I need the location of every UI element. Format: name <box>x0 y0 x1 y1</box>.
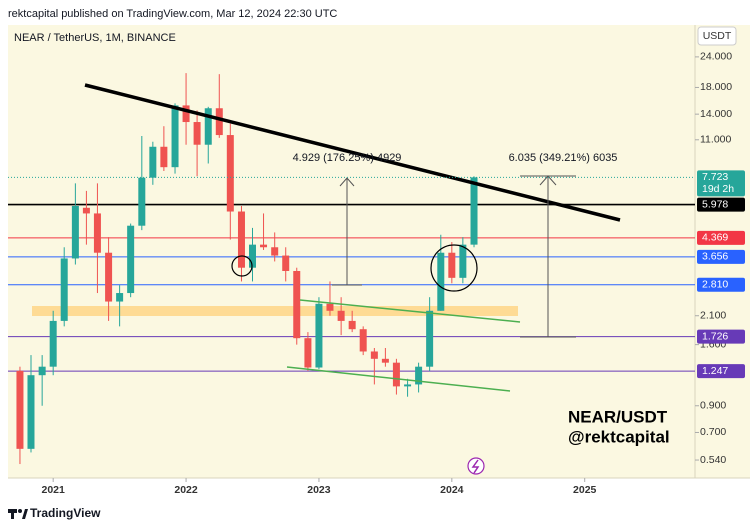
candle-body <box>415 366 423 385</box>
candle-body <box>93 213 101 253</box>
level-box <box>697 230 745 245</box>
highlight-circle <box>231 255 253 277</box>
trendline <box>84 83 621 222</box>
y-tick-label: 0.900 <box>700 400 726 412</box>
candle-body <box>138 177 146 226</box>
channel-line <box>299 299 521 323</box>
watermark: NEAR/USDT <box>568 407 668 426</box>
candle-body <box>71 205 79 259</box>
x-tick-label: 2021 <box>42 484 66 496</box>
candle-body <box>182 105 190 123</box>
candle-body <box>315 303 323 368</box>
logo-icon <box>471 459 480 474</box>
y-tick-label: 11.000 <box>700 134 731 146</box>
y-tick-label: 24.000 <box>700 51 732 63</box>
candle-body <box>127 225 135 294</box>
candle-body <box>116 293 124 302</box>
last-price-box <box>697 170 745 197</box>
y-tick-label: 14.000 <box>700 108 732 120</box>
candle-body <box>226 135 234 212</box>
measure-arrow <box>332 175 576 338</box>
candle-body <box>337 310 345 321</box>
x-tick-label: 2023 <box>307 484 331 496</box>
candle-body <box>348 320 356 330</box>
candle-body <box>171 105 179 168</box>
candle-body <box>370 351 378 359</box>
level-box <box>697 364 745 379</box>
candle-body <box>249 244 257 268</box>
level-label: 1.247 <box>702 365 728 377</box>
candle-body <box>60 258 68 321</box>
plot-background <box>8 25 695 478</box>
candle-body <box>459 244 467 278</box>
level-box <box>697 329 745 344</box>
level-box <box>697 197 745 212</box>
candle-body <box>160 146 168 168</box>
footer-logo <box>8 509 28 519</box>
candle-body <box>204 108 212 145</box>
candle-body <box>16 370 24 449</box>
unit-label: USDT <box>703 30 732 42</box>
x-tick-label: 2025 <box>573 484 597 496</box>
candle-body <box>359 329 367 352</box>
unit-box <box>697 26 737 46</box>
level-label: 3.656 <box>702 251 728 263</box>
candle-body <box>326 303 334 311</box>
level-box <box>697 249 745 264</box>
candle-body <box>193 122 201 145</box>
logo-icon <box>467 457 485 475</box>
candle-body <box>437 252 445 311</box>
candle-body <box>404 384 412 387</box>
watermark: @rektcapital <box>568 427 670 446</box>
candle-body <box>260 244 268 248</box>
measure-label: 4.929 (176.25%) 4929 <box>293 152 402 164</box>
publisher-line: rektcapital published on TradingView.com… <box>8 8 337 20</box>
level-label: 1.726 <box>702 330 728 342</box>
candle-body <box>237 211 245 268</box>
candle-body <box>293 270 301 339</box>
level-label: 2.810 <box>702 279 728 291</box>
candle-body <box>448 252 456 278</box>
candle-body <box>470 177 478 245</box>
y-tick-label: 0.540 <box>700 454 726 466</box>
candle-body <box>38 366 46 376</box>
x-tick-label: 2022 <box>174 484 198 496</box>
support-zone <box>32 306 518 316</box>
candle-body <box>27 375 35 449</box>
level-box <box>697 277 745 292</box>
candle-body <box>304 338 312 368</box>
y-tick-label: 18.000 <box>700 81 732 93</box>
candle-body <box>282 255 290 271</box>
channel-line <box>286 366 511 392</box>
candle-body <box>82 207 90 214</box>
level-label: 4.369 <box>702 232 728 244</box>
footer-brand: TradingView <box>30 506 101 520</box>
last-price-label: 7.723 <box>702 171 728 183</box>
candle-body <box>392 362 400 387</box>
level-label: 5.978 <box>702 198 728 210</box>
y-tick-label: 0.700 <box>700 426 726 438</box>
candle-body <box>49 320 57 367</box>
x-tick-label: 2024 <box>440 484 464 496</box>
symbol-legend: NEAR / TetherUS, 1M, BINANCE <box>14 32 176 44</box>
y-tick-label: 2.100 <box>700 310 726 322</box>
candle-body <box>271 247 279 256</box>
candle-body <box>215 108 223 136</box>
candle-body <box>381 358 389 363</box>
candle-body <box>149 146 157 178</box>
candle-body <box>105 252 113 302</box>
candle-body <box>426 310 434 367</box>
countdown-label: 19d 2h <box>702 183 734 195</box>
highlight-circle <box>430 244 478 292</box>
measure-label: 6.035 (349.21%) 6035 <box>509 152 618 164</box>
